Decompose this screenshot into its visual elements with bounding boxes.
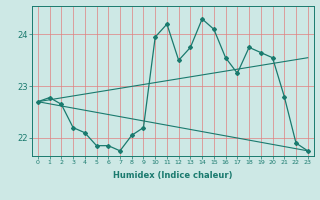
X-axis label: Humidex (Indice chaleur): Humidex (Indice chaleur) — [113, 171, 233, 180]
